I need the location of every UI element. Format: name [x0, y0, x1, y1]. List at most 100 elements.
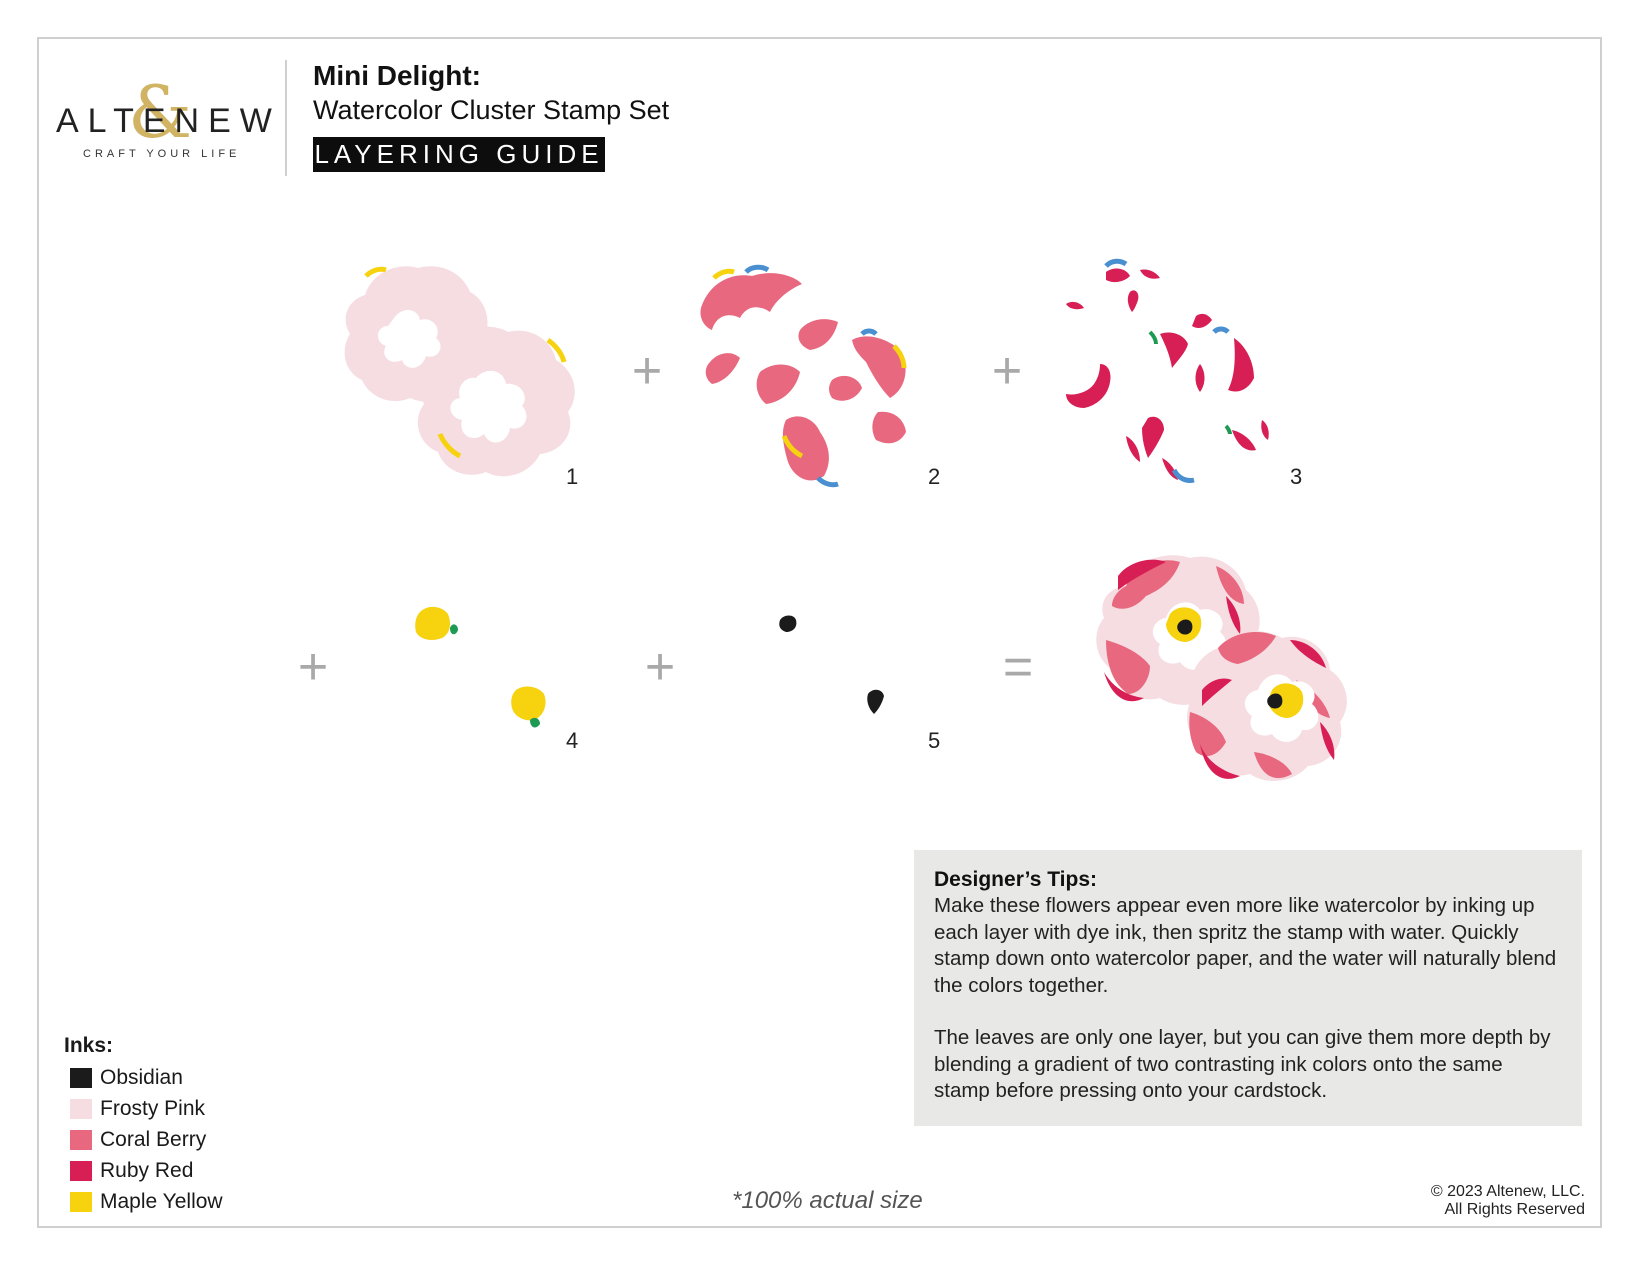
- yellow-edge-2: [546, 338, 567, 363]
- result-lower-yellow: [1268, 683, 1304, 718]
- tips-title: Designer’s Tips:: [934, 868, 1097, 891]
- ink-swatch-coral-berry: [70, 1129, 92, 1150]
- designers-tips-box: Designer’s Tips: Make these flowers appe…: [914, 850, 1582, 1126]
- ink-swatch-maple-yellow: [70, 1191, 92, 1212]
- ruby-shape-m: [1232, 430, 1256, 451]
- copyright-line-2: All Rights Reserved: [1444, 1201, 1586, 1218]
- ink-item-coral-berry: Coral Berry: [64, 1124, 223, 1155]
- blue-edge-5: [1212, 326, 1230, 334]
- ink-label: Obsidian: [100, 1065, 183, 1089]
- blue-edge-4: [1104, 258, 1128, 268]
- ink-swatch-frosty-pink: [70, 1098, 92, 1119]
- result-lower-coral: [1189, 632, 1330, 779]
- ruby-shape-i: [1228, 338, 1254, 392]
- step-3-ruby-red-layer: [1066, 258, 1269, 483]
- black-dot-lower: [867, 689, 884, 714]
- equals-operator: =: [1003, 638, 1033, 696]
- coral-shape-e: [852, 336, 906, 398]
- ruby-shape-e: [1160, 332, 1188, 368]
- result-lower-black: [1267, 693, 1283, 709]
- ruby-shape-f: [1192, 313, 1212, 328]
- ink-swatch-ruby-red: [70, 1160, 92, 1181]
- step-5-obsidian-layer: [779, 615, 884, 714]
- ruby-shape-n: [1261, 420, 1269, 440]
- blue-edge-2: [860, 328, 878, 336]
- ink-item-obsidian: Obsidian: [64, 1062, 223, 1093]
- ink-swatch-obsidian: [70, 1067, 92, 1088]
- coral-shape-h: [829, 375, 862, 401]
- actual-size-note: *100% actual size: [732, 1187, 923, 1214]
- blue-edge-1: [744, 264, 770, 274]
- step-1-frosty-pink-layer: [344, 266, 575, 477]
- ink-item-frosty-pink: Frosty Pink: [64, 1093, 223, 1124]
- step-number-3: 3: [1290, 464, 1303, 489]
- green-dot-upper: [450, 624, 458, 635]
- ink-label: Coral Berry: [100, 1127, 207, 1151]
- inks-legend: Inks: Obsidian Frosty Pink Coral Berry R…: [64, 1034, 223, 1217]
- logo-wordmark: ALTENEW: [56, 102, 281, 140]
- green-stem-2: [1224, 424, 1232, 435]
- yellow-edge-3: [437, 432, 462, 459]
- step-number-1: 1: [566, 464, 579, 489]
- ink-label: Maple Yellow: [100, 1189, 223, 1213]
- copyright: © 2023 Altenew, LLC. All Rights Reserved: [1380, 1183, 1585, 1219]
- yellow-center-upper: [415, 606, 450, 640]
- coral-shape-c: [756, 364, 800, 404]
- step-number-4: 4: [566, 728, 579, 753]
- yellow-edge-4: [712, 268, 735, 280]
- plus-operator-2: +: [992, 342, 1022, 400]
- copyright-line-1: © 2023 Altenew, LLC.: [1430, 1183, 1585, 1200]
- blue-edge-6: [1171, 468, 1195, 483]
- step-number-2: 2: [928, 464, 941, 489]
- base-flower-upper-cutout: [377, 309, 441, 368]
- ruby-shape-k: [1126, 436, 1140, 462]
- yellow-edge-5: [892, 344, 907, 369]
- page-subtitle: Watercolor Cluster Stamp Set: [313, 95, 670, 125]
- ink-item-maple-yellow: Maple Yellow: [64, 1186, 223, 1217]
- step-4-maple-yellow-layer: [415, 606, 546, 728]
- green-stem-1: [1148, 330, 1158, 345]
- ruby-shape-b: [1140, 269, 1160, 279]
- result-lower-ruby: [1200, 640, 1335, 779]
- green-dot-lower: [530, 717, 540, 728]
- coral-shape-g: [872, 411, 906, 444]
- ink-label: Ruby Red: [100, 1158, 194, 1182]
- ruby-shape-h: [1195, 364, 1205, 392]
- logo-tagline: CRAFT YOUR LIFE: [83, 148, 241, 160]
- ruby-shape-a: [1106, 268, 1130, 283]
- tips-paragraph-2: The leaves are only one layer, but you c…: [934, 1026, 1551, 1102]
- page-frame: [37, 37, 1602, 1228]
- yellow-edge-6: [781, 435, 804, 459]
- ruby-shape-j: [1142, 416, 1164, 458]
- ink-item-ruby-red: Ruby Red: [64, 1155, 223, 1186]
- inks-title: Inks:: [64, 1034, 114, 1057]
- plus-operator-4: +: [645, 638, 675, 696]
- result-upper-coral: [1106, 560, 1244, 694]
- coral-shape-f: [782, 416, 829, 481]
- yellow-center-lower: [511, 686, 546, 721]
- ruby-shape-d: [1127, 290, 1139, 312]
- coral-shape-a: [700, 273, 802, 330]
- result-upper-black: [1177, 619, 1193, 635]
- ink-label: Frosty Pink: [100, 1096, 206, 1120]
- step-number-5: 5: [928, 728, 941, 753]
- step-2-coral-berry-layer: [700, 264, 907, 488]
- layering-guide-badge: LAYERING GUIDE: [313, 137, 605, 172]
- page-title: Mini Delight:: [313, 60, 481, 91]
- ruby-shape-l: [1162, 458, 1178, 480]
- final-result-flowers: [1096, 555, 1347, 781]
- altenew-logo: & ALTENEW CRAFT YOUR LIFE: [56, 70, 272, 172]
- coral-shape-b: [705, 353, 740, 384]
- black-dot-upper: [779, 615, 797, 632]
- base-flower-lower-cutout: [450, 370, 527, 443]
- yellow-edge-1: [364, 266, 387, 278]
- blue-edge-3: [816, 476, 839, 488]
- tips-paragraph-1: Make these flowers appear even more like…: [934, 894, 1557, 997]
- coral-shape-d: [798, 319, 838, 350]
- ruby-shape-g: [1066, 364, 1111, 408]
- ruby-shape-c: [1066, 301, 1084, 310]
- logo-ampersand: &: [128, 70, 193, 154]
- plus-operator-3: +: [298, 638, 328, 696]
- plus-operator-1: +: [632, 342, 662, 400]
